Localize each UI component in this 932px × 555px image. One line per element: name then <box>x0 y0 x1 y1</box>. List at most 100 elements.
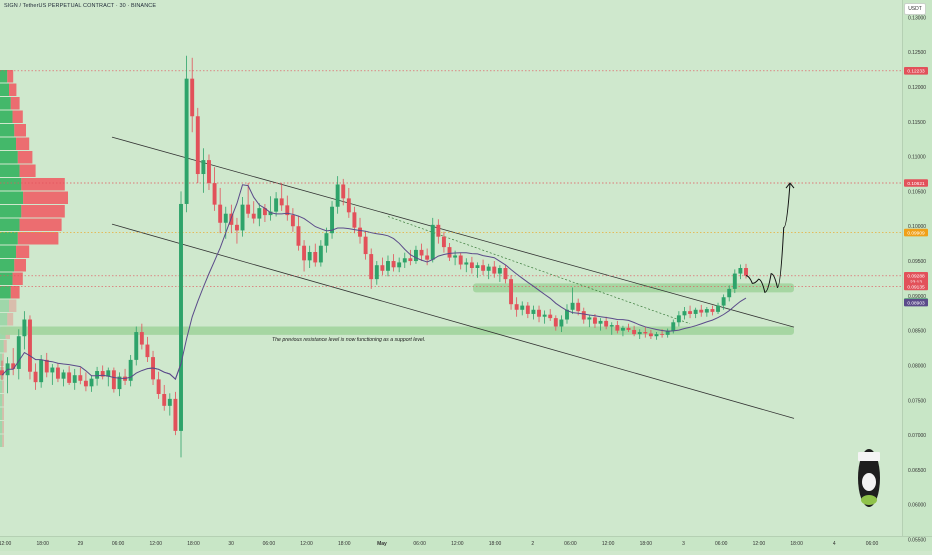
profile-bar-up <box>0 232 18 245</box>
candle-body <box>598 320 603 324</box>
profile-bar-down <box>17 232 59 245</box>
candle-body <box>190 78 195 117</box>
candle-body <box>156 379 161 394</box>
candle-body <box>307 251 312 261</box>
profile-bar-down <box>14 124 26 137</box>
candle-body <box>318 245 323 263</box>
candle-body <box>363 236 368 255</box>
currency-unit-button[interactable]: USDT <box>904 3 926 15</box>
candle-body <box>50 367 55 373</box>
candle-body <box>727 288 732 298</box>
candle-body <box>391 261 396 268</box>
zone-lower-zone <box>0 326 794 335</box>
candle-body <box>100 371 105 377</box>
candle-body <box>542 314 547 317</box>
candle-body <box>732 273 737 289</box>
candle-body <box>89 378 94 387</box>
profile-bar-up <box>0 380 3 393</box>
candle-body <box>111 370 116 390</box>
candle-body <box>139 332 144 345</box>
candle-body <box>620 327 625 331</box>
candle-body <box>441 236 446 248</box>
profile-bar-up <box>0 151 18 164</box>
candle-body <box>218 204 223 223</box>
candle-body <box>268 211 273 216</box>
candle-body <box>397 262 402 268</box>
candle-body <box>330 206 335 234</box>
candle-body <box>514 304 519 310</box>
channel-lower-line <box>111 223 795 419</box>
candle-body <box>581 311 586 320</box>
profile-bar-down <box>23 191 69 204</box>
plot-background <box>0 0 902 536</box>
candle-body <box>134 332 139 360</box>
volume-profile <box>0 70 69 447</box>
candle-body <box>279 198 284 206</box>
candle-body <box>559 319 564 327</box>
profile-bar-down <box>21 205 65 218</box>
profile-bar-down <box>19 218 62 231</box>
candle-body <box>251 213 256 219</box>
candle-body <box>229 213 234 225</box>
candle-body <box>128 359 133 381</box>
candle-body <box>643 332 648 334</box>
candle-body <box>436 224 441 237</box>
candle-body <box>553 318 558 327</box>
candle-body <box>704 309 709 313</box>
candle-body <box>475 265 480 268</box>
profile-bar-up <box>0 191 24 204</box>
candle-body <box>682 311 687 316</box>
support-annotation: The previous resistance level is now fun… <box>272 337 426 343</box>
profile-bar-down <box>2 421 4 434</box>
candle-body <box>453 255 458 258</box>
candle-body <box>324 233 329 246</box>
candle-body <box>632 329 637 335</box>
price-axis[interactable] <box>902 0 932 536</box>
candle-body <box>565 309 569 320</box>
candle-body <box>654 334 659 337</box>
profile-bar-down <box>9 83 17 96</box>
candle-body <box>464 262 469 265</box>
candle-body <box>548 314 553 319</box>
profile-bar-down <box>2 407 4 420</box>
candle-body <box>207 160 211 184</box>
profile-bar-down <box>2 394 4 407</box>
profile-bar-up <box>0 70 8 83</box>
candle-body <box>593 317 597 324</box>
candle-body <box>16 336 21 369</box>
candle-body <box>497 268 502 274</box>
time-axis[interactable] <box>0 536 932 551</box>
projection-arrowhead <box>785 182 795 189</box>
candle-body <box>710 309 715 312</box>
profile-bar-down <box>9 299 17 312</box>
candle-body <box>302 245 307 261</box>
candle-body <box>257 208 262 219</box>
moving-average <box>1 184 747 380</box>
candle-body <box>162 393 167 406</box>
candle-body <box>346 198 351 213</box>
candle-body <box>492 266 497 274</box>
projection-path <box>745 182 795 293</box>
candle-body <box>28 319 32 372</box>
candle-body <box>341 184 346 199</box>
candle-body <box>106 370 111 377</box>
candle-body <box>179 203 183 431</box>
candle-body <box>285 205 290 216</box>
candle-body <box>78 375 83 381</box>
candle-body <box>33 371 38 383</box>
profile-bar-down <box>19 164 36 177</box>
candle-body <box>469 262 474 268</box>
candle-body <box>425 255 430 260</box>
candle-body <box>637 332 642 335</box>
candle-body <box>22 319 27 337</box>
candle-body <box>117 376 122 390</box>
profile-bar-up <box>0 394 3 407</box>
candle-body <box>201 160 206 175</box>
candle-body <box>738 268 743 274</box>
candle-body <box>296 226 301 246</box>
candle-body <box>648 333 653 337</box>
candle-body <box>67 372 72 383</box>
candle-body <box>145 344 150 358</box>
